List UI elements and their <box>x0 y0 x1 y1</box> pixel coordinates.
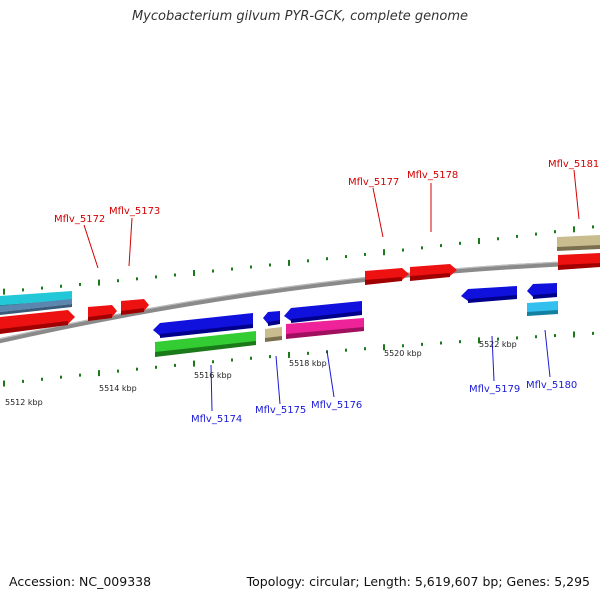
gene-mflv-5176-arrow[interactable] <box>284 301 362 323</box>
gene-label-mflv-5173[interactable]: Mflv_5173 <box>109 206 160 217</box>
gene-mflv-5181-khaki[interactable] <box>557 235 600 251</box>
gene-label-mflv-5179[interactable]: Mflv_5179 <box>469 384 520 395</box>
gene-label-mflv-5175[interactable]: Mflv_5175 <box>255 405 306 416</box>
top-callout-lines <box>83 169 580 269</box>
gene-mflv-5177-arrow[interactable] <box>365 268 409 285</box>
gene-mflv-5175-khaki[interactable] <box>265 327 282 342</box>
gene-mflv-5174-arrow[interactable] <box>153 313 253 338</box>
gene-label-mflv-5177[interactable]: Mflv_5177 <box>348 177 399 188</box>
scale-label-5520: 5520 kbp <box>384 349 422 358</box>
gene-label-mflv-5172[interactable]: Mflv_5172 <box>54 214 105 225</box>
scale-label-5514: 5514 kbp <box>99 384 137 393</box>
gene-strip-steel[interactable] <box>0 299 72 315</box>
reverse-strand-ticks <box>3 331 594 387</box>
map-title: Mycobacterium gilvum PYR-GCK, complete g… <box>131 9 469 24</box>
gene-mflv-5175-arrow[interactable] <box>263 311 280 326</box>
gene-mflv-5178-arrow[interactable] <box>410 264 457 281</box>
accession-label: Accession: NC_009338 <box>9 574 152 589</box>
bottom-callout-lines <box>210 329 551 412</box>
gene-mflv-5173-a-arrow[interactable] <box>88 305 117 321</box>
genome-backbone <box>0 259 600 344</box>
gene-mflv-5172-arrow[interactable] <box>0 310 75 334</box>
scale-label-5512: 5512 kbp <box>5 398 43 407</box>
forward-strand-ticks <box>3 225 594 295</box>
gene-mflv-5173-b-arrow[interactable] <box>121 299 149 315</box>
gene-mflv-5181-red[interactable] <box>558 253 600 270</box>
gene-mflv-5180-lightblue[interactable] <box>527 301 558 316</box>
gene-mflv-5179-arrow[interactable] <box>461 286 517 303</box>
scale-label-5522: 5522 kbp <box>479 340 517 349</box>
scale-label-5518: 5518 kbp <box>289 359 327 368</box>
gene-label-mflv-5180[interactable]: Mflv_5180 <box>526 380 577 391</box>
genome-backbone-highlight <box>0 259 600 340</box>
scale-label-5516: 5516 kbp <box>194 371 232 380</box>
genome-summary: Topology: circular; Length: 5,619,607 bp… <box>246 574 590 589</box>
gene-label-mflv-5174[interactable]: Mflv_5174 <box>191 414 242 425</box>
gene-mflv-5180-arrow[interactable] <box>527 283 557 299</box>
gene-mflv-5176-magenta[interactable] <box>286 318 364 339</box>
gene-label-mflv-5178[interactable]: Mflv_5178 <box>407 170 458 181</box>
gene-label-mflv-5181[interactable]: Mflv_5181 <box>548 159 599 170</box>
gene-label-mflv-5176[interactable]: Mflv_5176 <box>311 400 362 411</box>
gene-mflv-5174-green[interactable] <box>155 331 256 357</box>
